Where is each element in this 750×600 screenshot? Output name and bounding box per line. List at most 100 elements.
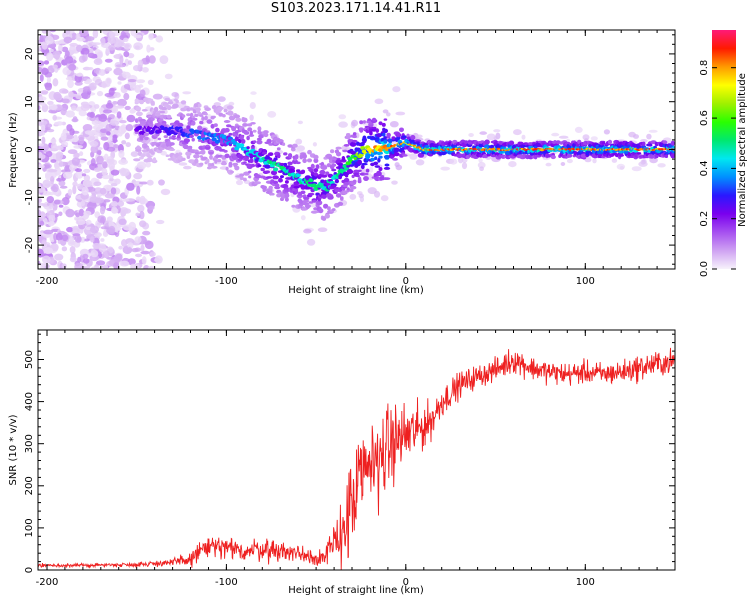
noise-cell: [386, 112, 391, 117]
noise-cell: [123, 83, 131, 90]
noise-cell: [250, 91, 257, 95]
noise-cell: [389, 121, 399, 128]
noise-cell: [657, 163, 666, 168]
ridge-cell: [150, 117, 155, 121]
noise-cell: [124, 132, 130, 140]
noise-cell: [41, 239, 47, 247]
ridge-cell: [370, 157, 375, 162]
noise-cell: [44, 171, 52, 178]
noise-cell: [89, 140, 99, 147]
noise-cell: [369, 166, 374, 173]
ridge-cell: [199, 114, 204, 117]
ridge-cell: [303, 202, 310, 205]
noise-cell: [267, 111, 277, 118]
ridge-cell: [379, 176, 386, 181]
noise-cell: [359, 196, 364, 203]
noise-cell: [75, 212, 80, 218]
ridge-cell: [318, 208, 324, 214]
ridge-cell: [300, 169, 306, 174]
ridge-cell: [375, 128, 380, 133]
ridge-cell: [237, 158, 243, 162]
noise-cell: [110, 187, 117, 195]
noise-cell: [182, 91, 192, 95]
ridge-cell: [295, 189, 299, 194]
ridge-cell: [270, 170, 278, 176]
ridge-cell: [248, 134, 255, 137]
noise-cell: [38, 209, 42, 216]
ridge-cell: [249, 130, 253, 136]
noise-cell: [76, 183, 84, 190]
noise-cell: [90, 236, 95, 243]
ridge-cell: [193, 154, 200, 159]
spectrogram-x-tick-label: -200: [36, 276, 59, 287]
ridge-cell: [222, 114, 226, 118]
snr-y-tick-label: 400: [24, 392, 35, 411]
noise-cell: [106, 256, 116, 260]
ridge-cell: [352, 134, 357, 139]
noise-cell: [112, 101, 118, 105]
noise-cell: [120, 30, 127, 39]
ridge-cell: [276, 147, 281, 151]
noise-cell: [96, 90, 104, 97]
ridge-cell: [601, 141, 606, 145]
ridge-cell: [288, 153, 293, 159]
ridge-cell: [213, 123, 218, 127]
ridge-cell: [323, 203, 329, 209]
ridge-cell: [344, 174, 349, 178]
noise-cell: [116, 111, 122, 119]
ridge-cell: [186, 125, 191, 130]
colorbar-tick-label: 0.0: [700, 261, 710, 277]
snr-x-tick-label: -200: [36, 577, 59, 588]
ridge-cell: [331, 184, 337, 188]
noise-cell: [312, 142, 317, 147]
noise-cell: [93, 181, 102, 187]
ridge-cell: [648, 143, 653, 147]
noise-cell: [102, 109, 112, 114]
figure-title: S103.2023.171.14.41.R11: [270, 1, 442, 16]
noise-cell: [121, 140, 127, 145]
noise-cell: [171, 92, 179, 97]
ridge-cell: [355, 174, 360, 178]
ridge-cell: [143, 132, 150, 136]
noise-cell: [50, 30, 56, 33]
ridge-cell: [166, 104, 172, 111]
noise-cell: [45, 150, 53, 158]
noise-cell: [41, 255, 51, 264]
noise-cell: [300, 215, 306, 221]
noise-cell: [92, 124, 103, 131]
noise-cell: [42, 179, 51, 189]
ridge-cell: [303, 199, 310, 203]
noise-cell: [135, 111, 143, 117]
ridge-cell: [288, 168, 296, 173]
noise-cell: [63, 36, 73, 44]
noise-cell: [338, 121, 348, 128]
ridge-cell: [227, 110, 234, 116]
ridge-cell: [197, 125, 203, 131]
ridge-cell: [135, 149, 142, 152]
noise-cell: [351, 119, 358, 127]
noise-cell: [91, 266, 101, 269]
ridge-cell: [163, 135, 168, 139]
ridge-cell: [263, 130, 269, 134]
noise-cell: [155, 35, 164, 43]
noise-cell: [99, 205, 106, 215]
noise-cell: [58, 160, 64, 168]
noise-cell: [108, 30, 114, 38]
noise-cell: [113, 255, 122, 263]
noise-cell: [91, 120, 99, 126]
noise-cell: [102, 264, 109, 269]
noise-cell: [133, 172, 143, 180]
noise-cell: [56, 232, 63, 241]
noise-cell: [114, 178, 121, 185]
spectrogram-y-tick-label: -10: [24, 189, 35, 205]
ridge-cell: [357, 159, 362, 165]
ridge-cell: [223, 149, 228, 153]
ridge-cell: [248, 170, 252, 174]
noise-cell: [115, 64, 126, 68]
noise-cell: [545, 162, 552, 167]
noise-cell: [306, 238, 316, 246]
ridge-cell: [417, 152, 425, 158]
noise-cell: [52, 202, 58, 211]
noise-cell: [147, 79, 154, 86]
ridge-cell: [306, 187, 313, 190]
